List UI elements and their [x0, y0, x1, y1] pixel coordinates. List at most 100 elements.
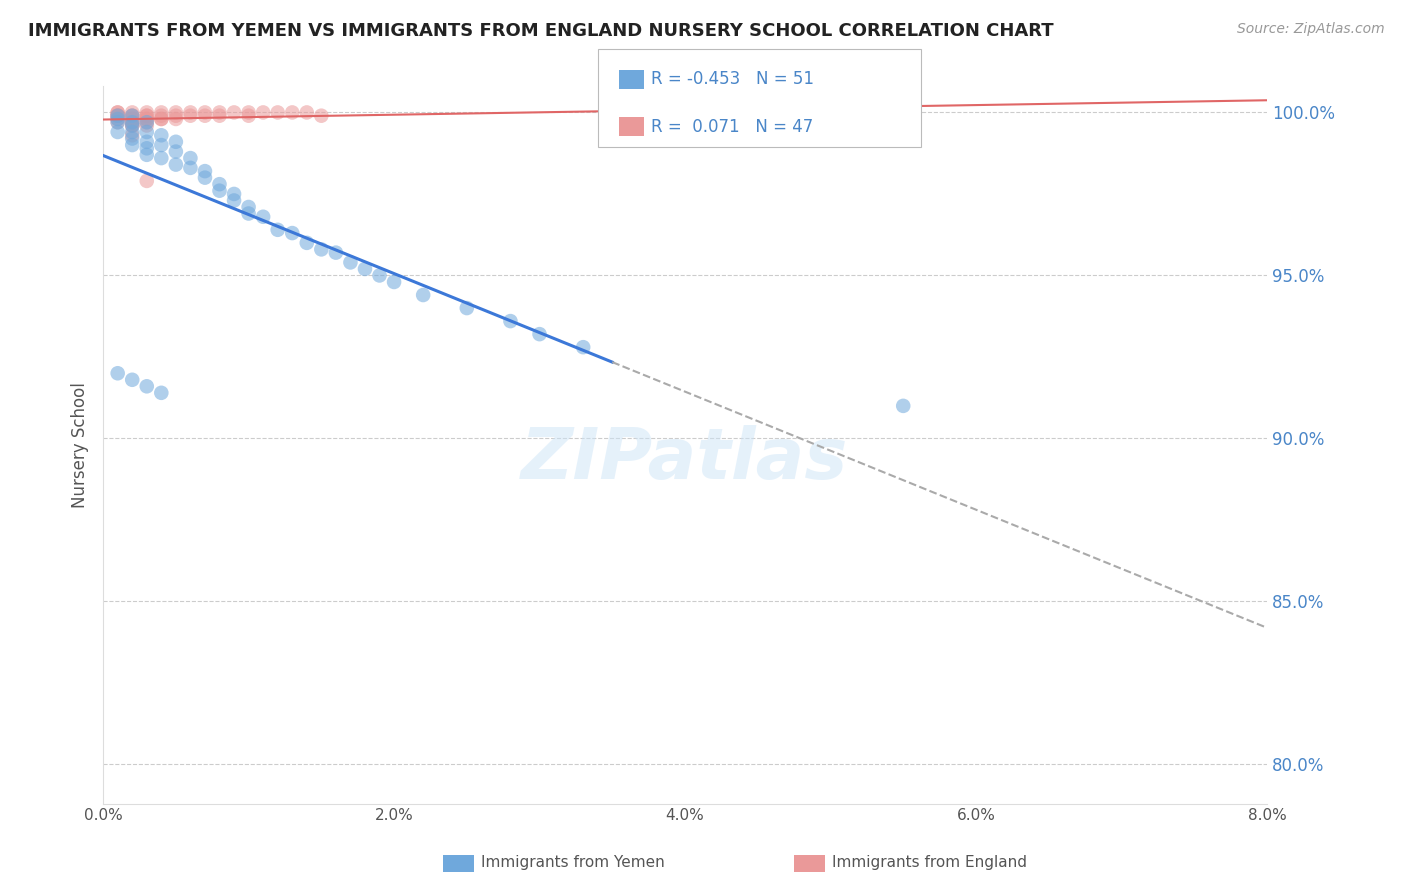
Text: R = -0.453   N = 51: R = -0.453 N = 51: [651, 70, 814, 88]
Point: [135, 112, 157, 126]
Point: [107, 112, 129, 126]
Point: [107, 105, 129, 120]
Point: [135, 148, 157, 162]
Point: [121, 119, 143, 133]
Point: [121, 373, 143, 387]
Point: [135, 115, 157, 129]
Point: [194, 164, 217, 178]
Point: [208, 184, 231, 198]
Point: [121, 109, 143, 123]
Point: [121, 105, 143, 120]
Point: [281, 226, 304, 240]
Point: [456, 301, 478, 315]
Point: [325, 245, 347, 260]
Point: [121, 109, 143, 123]
Text: IMMIGRANTS FROM YEMEN VS IMMIGRANTS FROM ENGLAND NURSERY SCHOOL CORRELATION CHAR: IMMIGRANTS FROM YEMEN VS IMMIGRANTS FROM…: [28, 22, 1053, 40]
Point: [107, 115, 129, 129]
Point: [150, 109, 173, 123]
Point: [135, 379, 157, 393]
Point: [135, 112, 157, 126]
Point: [499, 314, 522, 328]
Point: [150, 105, 173, 120]
Point: [121, 119, 143, 133]
Point: [121, 112, 143, 126]
Point: [222, 186, 245, 201]
Y-axis label: Nursery School: Nursery School: [72, 382, 89, 508]
Point: [107, 115, 129, 129]
Point: [135, 109, 157, 123]
Point: [208, 105, 231, 120]
Point: [281, 105, 304, 120]
Point: [135, 109, 157, 123]
Point: [107, 105, 129, 120]
Point: [179, 151, 201, 165]
Point: [121, 115, 143, 129]
Text: R =  0.071   N = 47: R = 0.071 N = 47: [651, 118, 813, 136]
Point: [121, 119, 143, 133]
Point: [121, 109, 143, 123]
Text: Immigrants from Yemen: Immigrants from Yemen: [481, 855, 665, 870]
Point: [179, 105, 201, 120]
Point: [194, 109, 217, 123]
Point: [311, 109, 333, 123]
Point: [150, 385, 173, 400]
Point: [107, 112, 129, 126]
Point: [208, 177, 231, 191]
Point: [339, 255, 361, 269]
Point: [135, 174, 157, 188]
Point: [252, 210, 274, 224]
Point: [222, 194, 245, 208]
Point: [165, 109, 187, 123]
Point: [572, 340, 595, 354]
Point: [121, 138, 143, 153]
Point: [194, 170, 217, 185]
Point: [165, 158, 187, 172]
Point: [121, 125, 143, 139]
Point: [107, 366, 129, 380]
Point: [135, 125, 157, 139]
Point: [354, 261, 377, 276]
Point: [295, 105, 318, 120]
Point: [150, 112, 173, 126]
Point: [238, 105, 260, 120]
Point: [311, 243, 333, 257]
Point: [368, 268, 391, 283]
Text: Immigrants from England: Immigrants from England: [832, 855, 1028, 870]
Point: [107, 109, 129, 123]
Point: [165, 135, 187, 149]
Text: Source: ZipAtlas.com: Source: ZipAtlas.com: [1237, 22, 1385, 37]
Point: [135, 119, 157, 133]
Point: [165, 145, 187, 159]
Point: [412, 288, 434, 302]
Point: [208, 109, 231, 123]
Point: [238, 200, 260, 214]
Point: [121, 128, 143, 143]
Point: [891, 105, 914, 120]
Point: [165, 105, 187, 120]
Point: [107, 125, 129, 139]
Point: [135, 141, 157, 155]
Point: [179, 109, 201, 123]
Point: [121, 131, 143, 145]
Point: [121, 115, 143, 129]
Point: [267, 223, 290, 237]
Point: [194, 105, 217, 120]
Point: [238, 206, 260, 220]
Point: [135, 135, 157, 149]
Point: [135, 115, 157, 129]
Point: [891, 399, 914, 413]
Point: [382, 275, 405, 289]
Point: [222, 105, 245, 120]
Point: [150, 138, 173, 153]
Point: [238, 109, 260, 123]
Point: [267, 105, 290, 120]
Point: [121, 115, 143, 129]
Point: [252, 105, 274, 120]
Point: [107, 109, 129, 123]
Point: [165, 112, 187, 126]
Point: [179, 161, 201, 175]
Text: ZIPatlas: ZIPatlas: [522, 425, 849, 494]
Point: [150, 128, 173, 143]
Point: [295, 235, 318, 250]
Point: [121, 112, 143, 126]
